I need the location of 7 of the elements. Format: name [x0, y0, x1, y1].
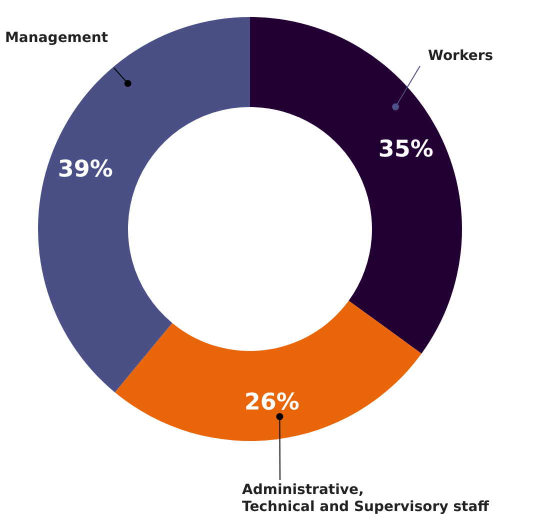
- slice-label: Administrative, Technical and Supervisory staff: [242, 482, 490, 514]
- data-label: 39%: [58, 156, 113, 183]
- slice-label: Workers: [428, 48, 494, 64]
- data-label: 26%: [244, 390, 300, 416]
- donut-slice: [114, 300, 422, 441]
- data-label: 35%: [378, 136, 434, 163]
- slice-label: Management: [5, 30, 108, 46]
